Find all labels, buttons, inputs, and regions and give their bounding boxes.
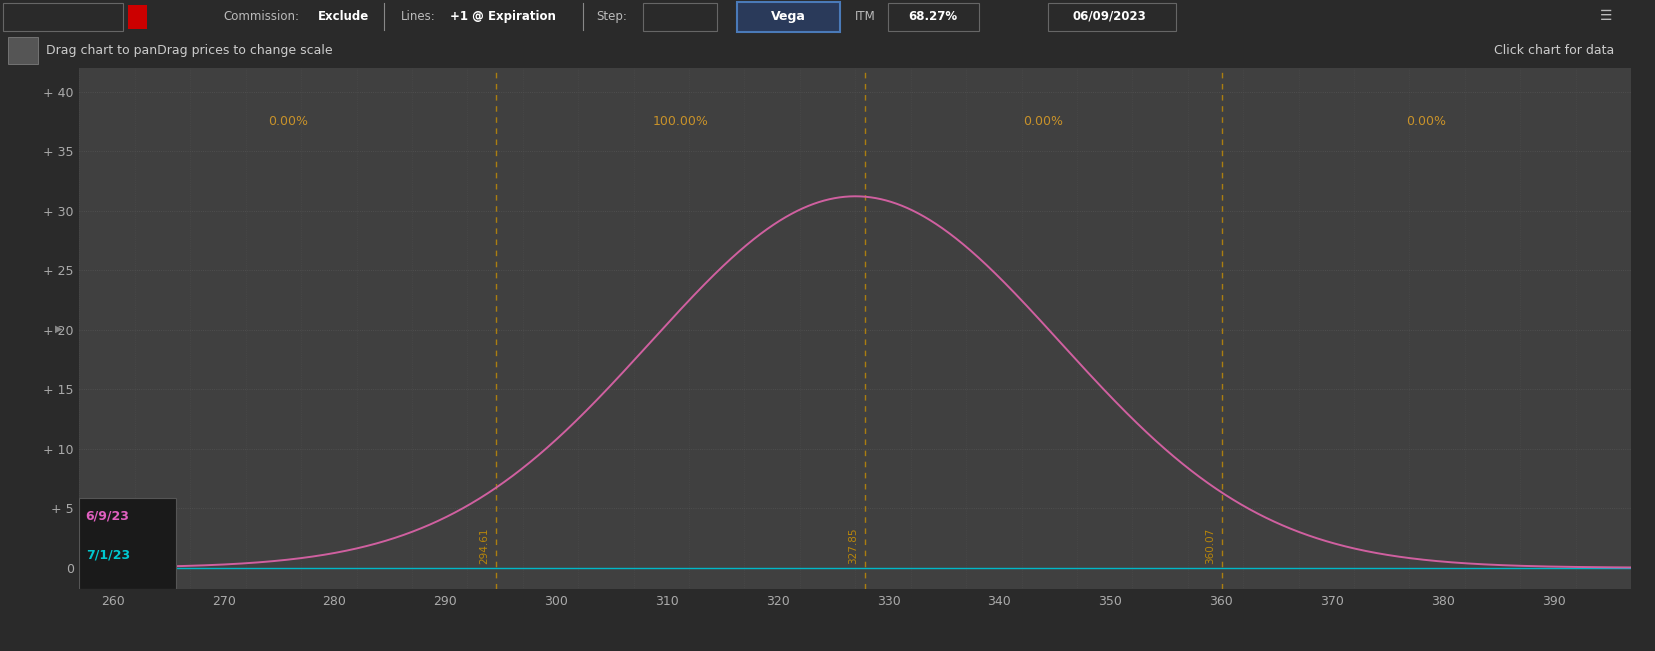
Text: 100.00%: 100.00% [652, 115, 708, 128]
Text: ▶: ▶ [55, 324, 61, 333]
Text: ☰: ☰ [1599, 9, 1612, 23]
Text: ITM: ITM [854, 10, 875, 23]
Text: Drag chart to panDrag prices to change scale: Drag chart to panDrag prices to change s… [46, 44, 333, 57]
FancyBboxPatch shape [127, 5, 147, 29]
Text: 294.61: 294.61 [480, 528, 490, 564]
Text: 360.07: 360.07 [1205, 528, 1215, 564]
Text: Step:: Step: [596, 10, 627, 23]
Text: Exclude: Exclude [318, 10, 369, 23]
FancyBboxPatch shape [8, 37, 38, 64]
Text: +1 @ Expiration: +1 @ Expiration [450, 10, 556, 23]
Text: N/A: N/A [665, 10, 685, 23]
FancyBboxPatch shape [642, 3, 717, 31]
Text: 0.00%: 0.00% [268, 115, 308, 128]
FancyBboxPatch shape [79, 498, 175, 589]
Text: Lines:: Lines: [401, 10, 435, 23]
FancyBboxPatch shape [887, 3, 978, 31]
FancyBboxPatch shape [3, 3, 122, 31]
Text: 7/1/23: 7/1/23 [86, 549, 129, 562]
Text: 0.00%: 0.00% [1405, 115, 1445, 128]
Text: Click chart for data: Click chart for data [1493, 44, 1614, 57]
Text: 06/09/2023: 06/09/2023 [1072, 10, 1145, 23]
Text: 0.00%: 0.00% [1023, 115, 1063, 128]
Text: 6/9/23: 6/9/23 [86, 510, 129, 523]
Text: 327.85: 327.85 [847, 528, 857, 564]
FancyBboxPatch shape [1048, 3, 1175, 31]
FancyBboxPatch shape [736, 2, 839, 32]
Text: Vega: Vega [770, 10, 806, 23]
Text: 68.27%: 68.27% [907, 10, 957, 23]
Text: Commission:: Commission: [223, 10, 300, 23]
